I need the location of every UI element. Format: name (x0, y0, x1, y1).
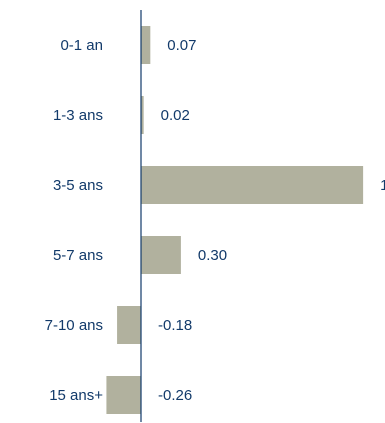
category-label: 7-10 ans (45, 317, 103, 334)
category-label: 15 ans+ (49, 387, 103, 404)
bar-0 (141, 26, 151, 64)
bar-4 (117, 306, 141, 344)
category-label: 5-7 ans (53, 247, 103, 264)
bars-group (106, 26, 364, 414)
bar-1 (141, 96, 144, 134)
bar-2 (141, 166, 364, 204)
value-labels-group: 0.07 0.02 1.67 0.30 -0.18 -0.26 (158, 37, 385, 404)
bar-5 (106, 376, 141, 414)
value-label: 1.67 (380, 177, 385, 194)
category-label: 1-3 ans (53, 107, 103, 124)
category-label: 0-1 an (60, 37, 103, 54)
value-label: 0.02 (161, 107, 190, 124)
value-label: -0.26 (158, 387, 192, 404)
category-label: 3-5 ans (53, 177, 103, 194)
category-labels-group: 0-1 an 1-3 ans 3-5 ans 5-7 ans 7-10 ans 15 an… (45, 37, 104, 404)
value-label: 0.07 (167, 37, 196, 54)
value-label: 0.30 (198, 247, 227, 264)
value-label: -0.18 (158, 317, 192, 334)
bar-3 (141, 236, 181, 274)
